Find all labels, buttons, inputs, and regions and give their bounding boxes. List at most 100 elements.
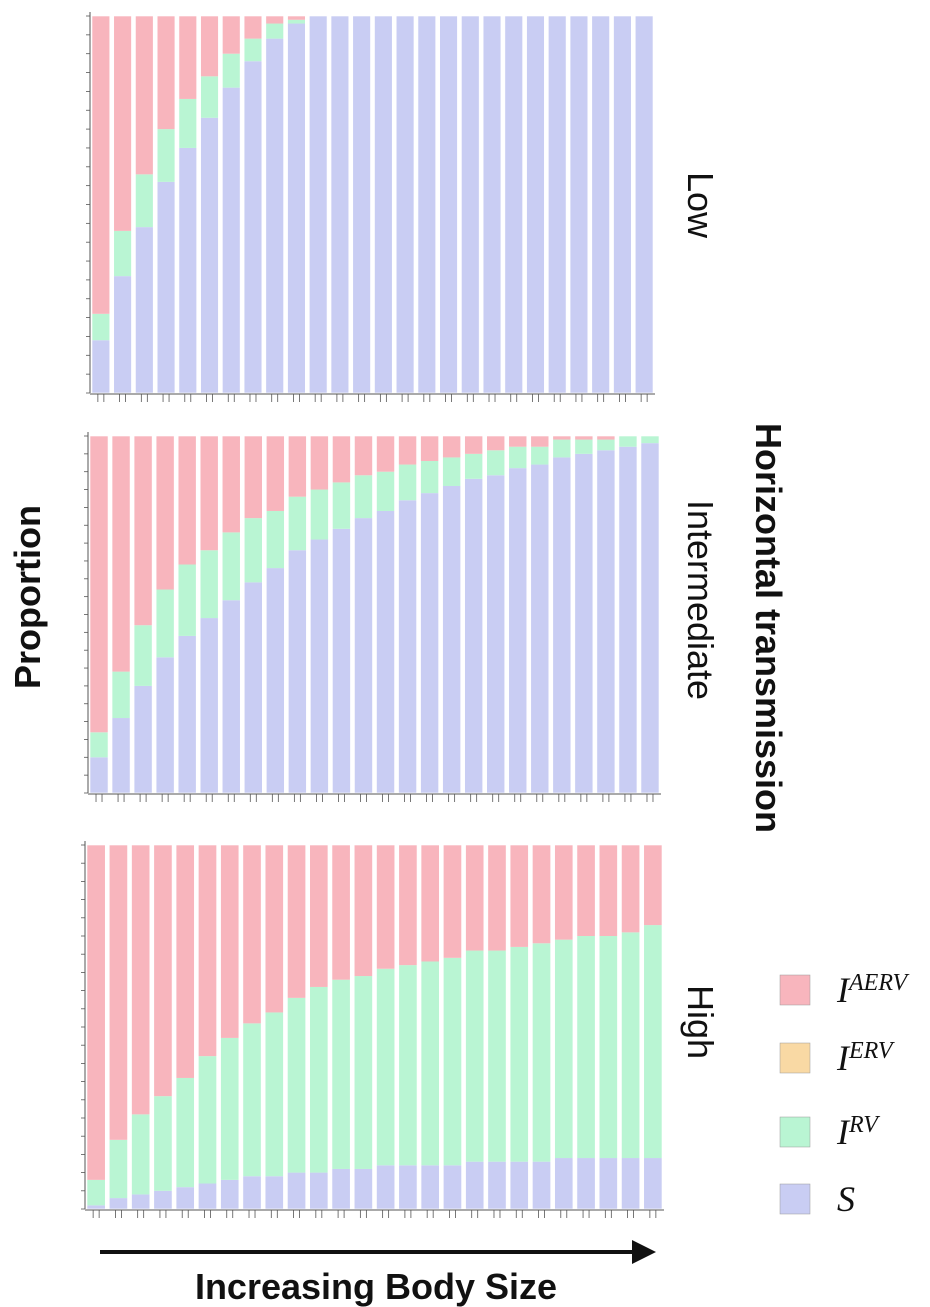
bar-s-4 <box>156 657 175 793</box>
bar-s-9 <box>265 1176 284 1209</box>
bar-s-9 <box>266 568 285 793</box>
legend-swatch-i-erv <box>779 1042 811 1074</box>
bar-outline <box>153 844 173 1210</box>
bar-outline <box>417 15 436 394</box>
bar-i-aerv-11 <box>309 845 328 987</box>
bar-i-aerv-8 <box>244 16 262 39</box>
legend-label-i-erv: IERV <box>836 1038 895 1078</box>
bar-outline <box>86 844 106 1210</box>
bar-i-aerv-20 <box>510 845 529 947</box>
bar-s-8 <box>242 1176 262 1209</box>
legend-swatch-i-rv <box>779 1116 811 1148</box>
bar-i-rv-6 <box>200 550 219 619</box>
bar-s-9 <box>265 38 284 394</box>
bar-i-rv-8 <box>244 38 262 62</box>
panel-1 <box>84 432 661 802</box>
bar-s-18 <box>464 478 483 793</box>
bar-i-aerv-19 <box>486 436 505 451</box>
bar-outline <box>266 435 285 794</box>
bar-i-rv-21 <box>530 446 549 465</box>
bar-outline <box>376 435 395 794</box>
bar-outline <box>598 844 618 1210</box>
bar-i-aerv-5 <box>176 845 195 1078</box>
bar-i-aerv-12 <box>332 436 351 483</box>
bar-outline <box>548 15 567 394</box>
bar-i-aerv-18 <box>465 845 484 951</box>
bar-i-aerv-11 <box>310 436 329 490</box>
bar-i-rv-2 <box>113 230 132 277</box>
bar-i-aerv-2 <box>113 16 132 231</box>
x-axis-title: Increasing Body Size <box>195 1266 557 1307</box>
bar-i-aerv-23 <box>574 436 593 440</box>
bar-s-26 <box>640 443 659 793</box>
bar-outline <box>465 844 485 1210</box>
bar-s-20 <box>510 1161 529 1209</box>
bar-outline <box>439 15 458 394</box>
bar-i-rv-19 <box>487 950 507 1162</box>
bar-s-23 <box>570 16 588 393</box>
bar-s-24 <box>596 450 615 793</box>
bar-outline <box>576 844 596 1210</box>
bar-i-rv-10 <box>287 997 306 1173</box>
bar-outline <box>108 844 128 1210</box>
bar-i-rv-5 <box>178 98 197 148</box>
bar-i-aerv-6 <box>200 16 219 77</box>
bar-i-rv-3 <box>134 625 153 686</box>
bar-s-16 <box>421 1165 440 1209</box>
bar-s-4 <box>153 1190 173 1209</box>
bar-s-21 <box>530 464 549 793</box>
bar-i-rv-3 <box>131 1114 150 1195</box>
bar-i-aerv-16 <box>421 845 440 962</box>
bar-i-aerv-5 <box>178 436 197 565</box>
bar-outline <box>464 435 483 794</box>
bar-s-11 <box>310 539 329 793</box>
bar-s-24 <box>591 16 610 393</box>
bar-i-rv-20 <box>508 446 527 469</box>
bar-outline <box>353 844 373 1210</box>
bar-s-6 <box>200 117 219 393</box>
bar-i-aerv-10 <box>287 845 306 998</box>
bar-i-rv-8 <box>244 518 263 583</box>
bar-i-rv-25 <box>621 932 640 1159</box>
bar-s-1 <box>92 340 110 393</box>
bar-outline <box>591 15 610 394</box>
bar-i-rv-22 <box>552 439 571 458</box>
bar-i-aerv-4 <box>153 845 173 1097</box>
bar-i-aerv-3 <box>135 16 154 175</box>
bar-i-aerv-8 <box>242 845 262 1024</box>
bar-s-19 <box>487 1161 507 1209</box>
bar-outline <box>395 15 415 394</box>
bar-i-rv-17 <box>443 957 462 1166</box>
bar-s-18 <box>465 1161 484 1209</box>
bar-i-rv-7 <box>220 1037 239 1180</box>
bar-i-rv-20 <box>510 946 529 1162</box>
bar-outline <box>155 435 175 794</box>
bar-i-rv-26 <box>643 925 662 1159</box>
bar-i-rv-18 <box>464 453 483 479</box>
bar-outline <box>420 435 439 794</box>
bar-i-rv-25 <box>618 436 637 447</box>
bar-outline <box>156 15 176 394</box>
bar-outline <box>220 844 240 1210</box>
panel-label-low: Low <box>680 172 721 239</box>
bar-outline <box>265 15 284 394</box>
bar-s-17 <box>442 485 461 793</box>
bar-i-aerv-13 <box>354 436 373 476</box>
bar-outline <box>131 844 151 1210</box>
bar-s-17 <box>443 1165 462 1209</box>
bar-i-rv-5 <box>178 564 197 636</box>
bar-outline <box>332 435 351 794</box>
bar-i-aerv-2 <box>109 845 128 1140</box>
bar-s-11 <box>309 16 328 393</box>
bar-i-rv-16 <box>421 961 440 1166</box>
bar-s-3 <box>135 227 154 393</box>
bar-s-7 <box>222 87 241 393</box>
bar-i-rv-10 <box>287 19 306 24</box>
bar-outline <box>596 435 616 794</box>
bar-i-rv-23 <box>574 439 593 454</box>
bar-i-rv-9 <box>266 510 285 569</box>
bar-s-23 <box>576 1158 596 1209</box>
bar-outline <box>175 844 195 1210</box>
bar-i-rv-15 <box>398 464 417 501</box>
bar-s-5 <box>178 635 197 793</box>
